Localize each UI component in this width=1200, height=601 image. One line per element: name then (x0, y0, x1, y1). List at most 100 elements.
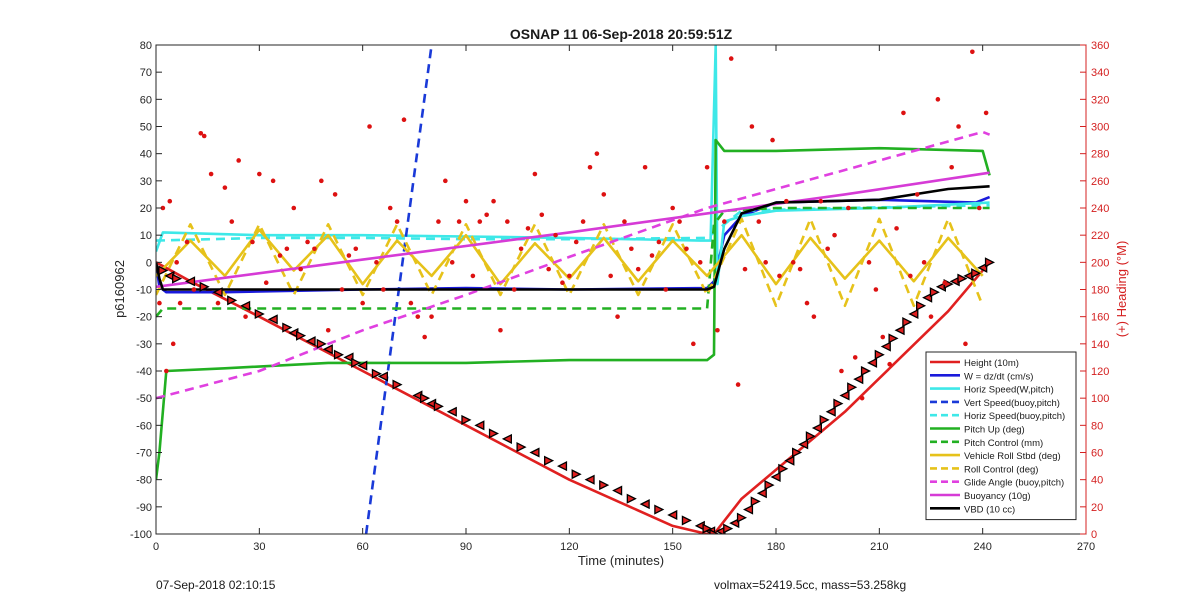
heading-point (742, 266, 748, 272)
y-tick-label: 40 (140, 149, 152, 161)
height-marker (908, 308, 919, 320)
legend-label-vehicle-roll-stbd-deg: Vehicle Roll Stbd (deg) (964, 451, 1061, 462)
y-tick-label: -100 (130, 529, 152, 541)
y-right-tick-label: 340 (1091, 67, 1109, 79)
legend-label-pitch-up-deg: Pitch Up (deg) (964, 425, 1025, 436)
heading-point (553, 232, 558, 238)
heading-point (866, 260, 872, 265)
x-tick-label: 150 (663, 541, 681, 553)
height-marker (819, 414, 830, 425)
y-right-tick-label: 40 (1091, 475, 1103, 487)
height-marker (839, 390, 850, 401)
heading-point (722, 219, 727, 224)
heading-point (629, 246, 634, 252)
height-marker (770, 471, 781, 483)
heading-point (208, 171, 214, 177)
heading-point (887, 361, 892, 367)
heading-point (935, 97, 941, 102)
height-marker (305, 336, 316, 347)
y-tick-label: 20 (140, 203, 152, 215)
x-tick-label: 120 (560, 541, 578, 553)
heading-point (921, 260, 927, 265)
heading-point (470, 273, 476, 279)
height-marker (888, 333, 899, 344)
heading-point (797, 266, 803, 272)
height-marker (784, 455, 795, 466)
height-marker (488, 428, 500, 439)
heading-point (277, 253, 283, 258)
height-marker (371, 368, 382, 379)
heading-point (790, 260, 796, 265)
heading-point (728, 56, 734, 61)
height-marker (880, 341, 891, 352)
height-marker (667, 509, 678, 521)
height-marker (764, 480, 775, 491)
heading-point (463, 198, 469, 204)
y-tick-label: -20 (136, 312, 152, 324)
y-right-tick-label: 0 (1091, 529, 1097, 541)
heading-point (715, 327, 720, 333)
heading-point (443, 178, 448, 184)
heading-point (250, 239, 255, 245)
heading-point (963, 341, 968, 347)
height-marker (853, 374, 864, 385)
height-marker (756, 488, 767, 499)
heading-point (691, 341, 696, 347)
y-right-tick-label: 240 (1091, 203, 1109, 215)
heading-point (894, 226, 899, 231)
heading-point (567, 273, 572, 279)
height-marker (544, 455, 555, 466)
heading-point (222, 185, 228, 190)
heading-point (257, 171, 262, 177)
y-right-tick-label: 100 (1091, 393, 1109, 405)
heading-point (539, 212, 545, 218)
height-marker (654, 504, 665, 515)
legend-label-horiz-speed-buoy-pitch: Horiz Speed(buoy,pitch) (964, 411, 1065, 422)
height-marker (778, 463, 789, 474)
legend-label-pitch-control-mm: Pitch Control (mm) (964, 438, 1043, 449)
legend-label-w-dz-dt-cm-s: W = dz/dt (cm/s) (964, 371, 1033, 382)
height-marker (501, 433, 512, 444)
y-right-tick-label: 140 (1091, 339, 1109, 351)
heading-point (670, 205, 675, 211)
heading-point (532, 171, 538, 177)
x-tick-label: 180 (767, 541, 785, 553)
y-tick-label: 60 (140, 94, 152, 106)
heading-point (339, 287, 345, 292)
y-right-tick-label: 120 (1091, 366, 1109, 378)
x-axis-label: Time (minutes) (578, 553, 664, 568)
heading-point (756, 219, 762, 224)
legend-label-vbd-10-cc: VBD (10 cc) (964, 504, 1015, 515)
height-marker (316, 338, 327, 349)
series-line-horiz-speed-w-pitch (156, 45, 990, 286)
height-marker (516, 442, 527, 453)
heading-point (608, 273, 613, 279)
heading-point (243, 314, 248, 319)
height-marker (639, 499, 650, 510)
height-marker (984, 257, 996, 268)
legend-label-vert-speed-buoy-pitch: Vert Speed(buoy,pitch) (964, 398, 1060, 409)
heading-point (901, 110, 906, 116)
y-tick-label: -30 (136, 339, 152, 351)
heading-point (573, 239, 579, 245)
heading-point (381, 287, 386, 292)
y-tick-label: -80 (136, 475, 152, 487)
y-right-tick-label: 160 (1091, 312, 1109, 324)
heading-point (656, 239, 662, 245)
x-tick-label: 30 (253, 541, 265, 553)
height-marker (199, 281, 210, 292)
heading-point (360, 300, 365, 306)
heading-point (649, 253, 655, 258)
height-marker (736, 512, 748, 523)
y-tick-label: -60 (136, 420, 152, 432)
heading-point (684, 246, 689, 252)
heading-point (319, 178, 324, 184)
heading-point (825, 246, 830, 252)
heading-point (353, 246, 359, 252)
y-right-tick-label: 200 (1091, 257, 1109, 269)
heading-point (157, 300, 162, 306)
heading-point (201, 133, 207, 139)
heading-point (491, 198, 496, 204)
height-marker (681, 515, 692, 526)
heading-point (449, 260, 455, 265)
